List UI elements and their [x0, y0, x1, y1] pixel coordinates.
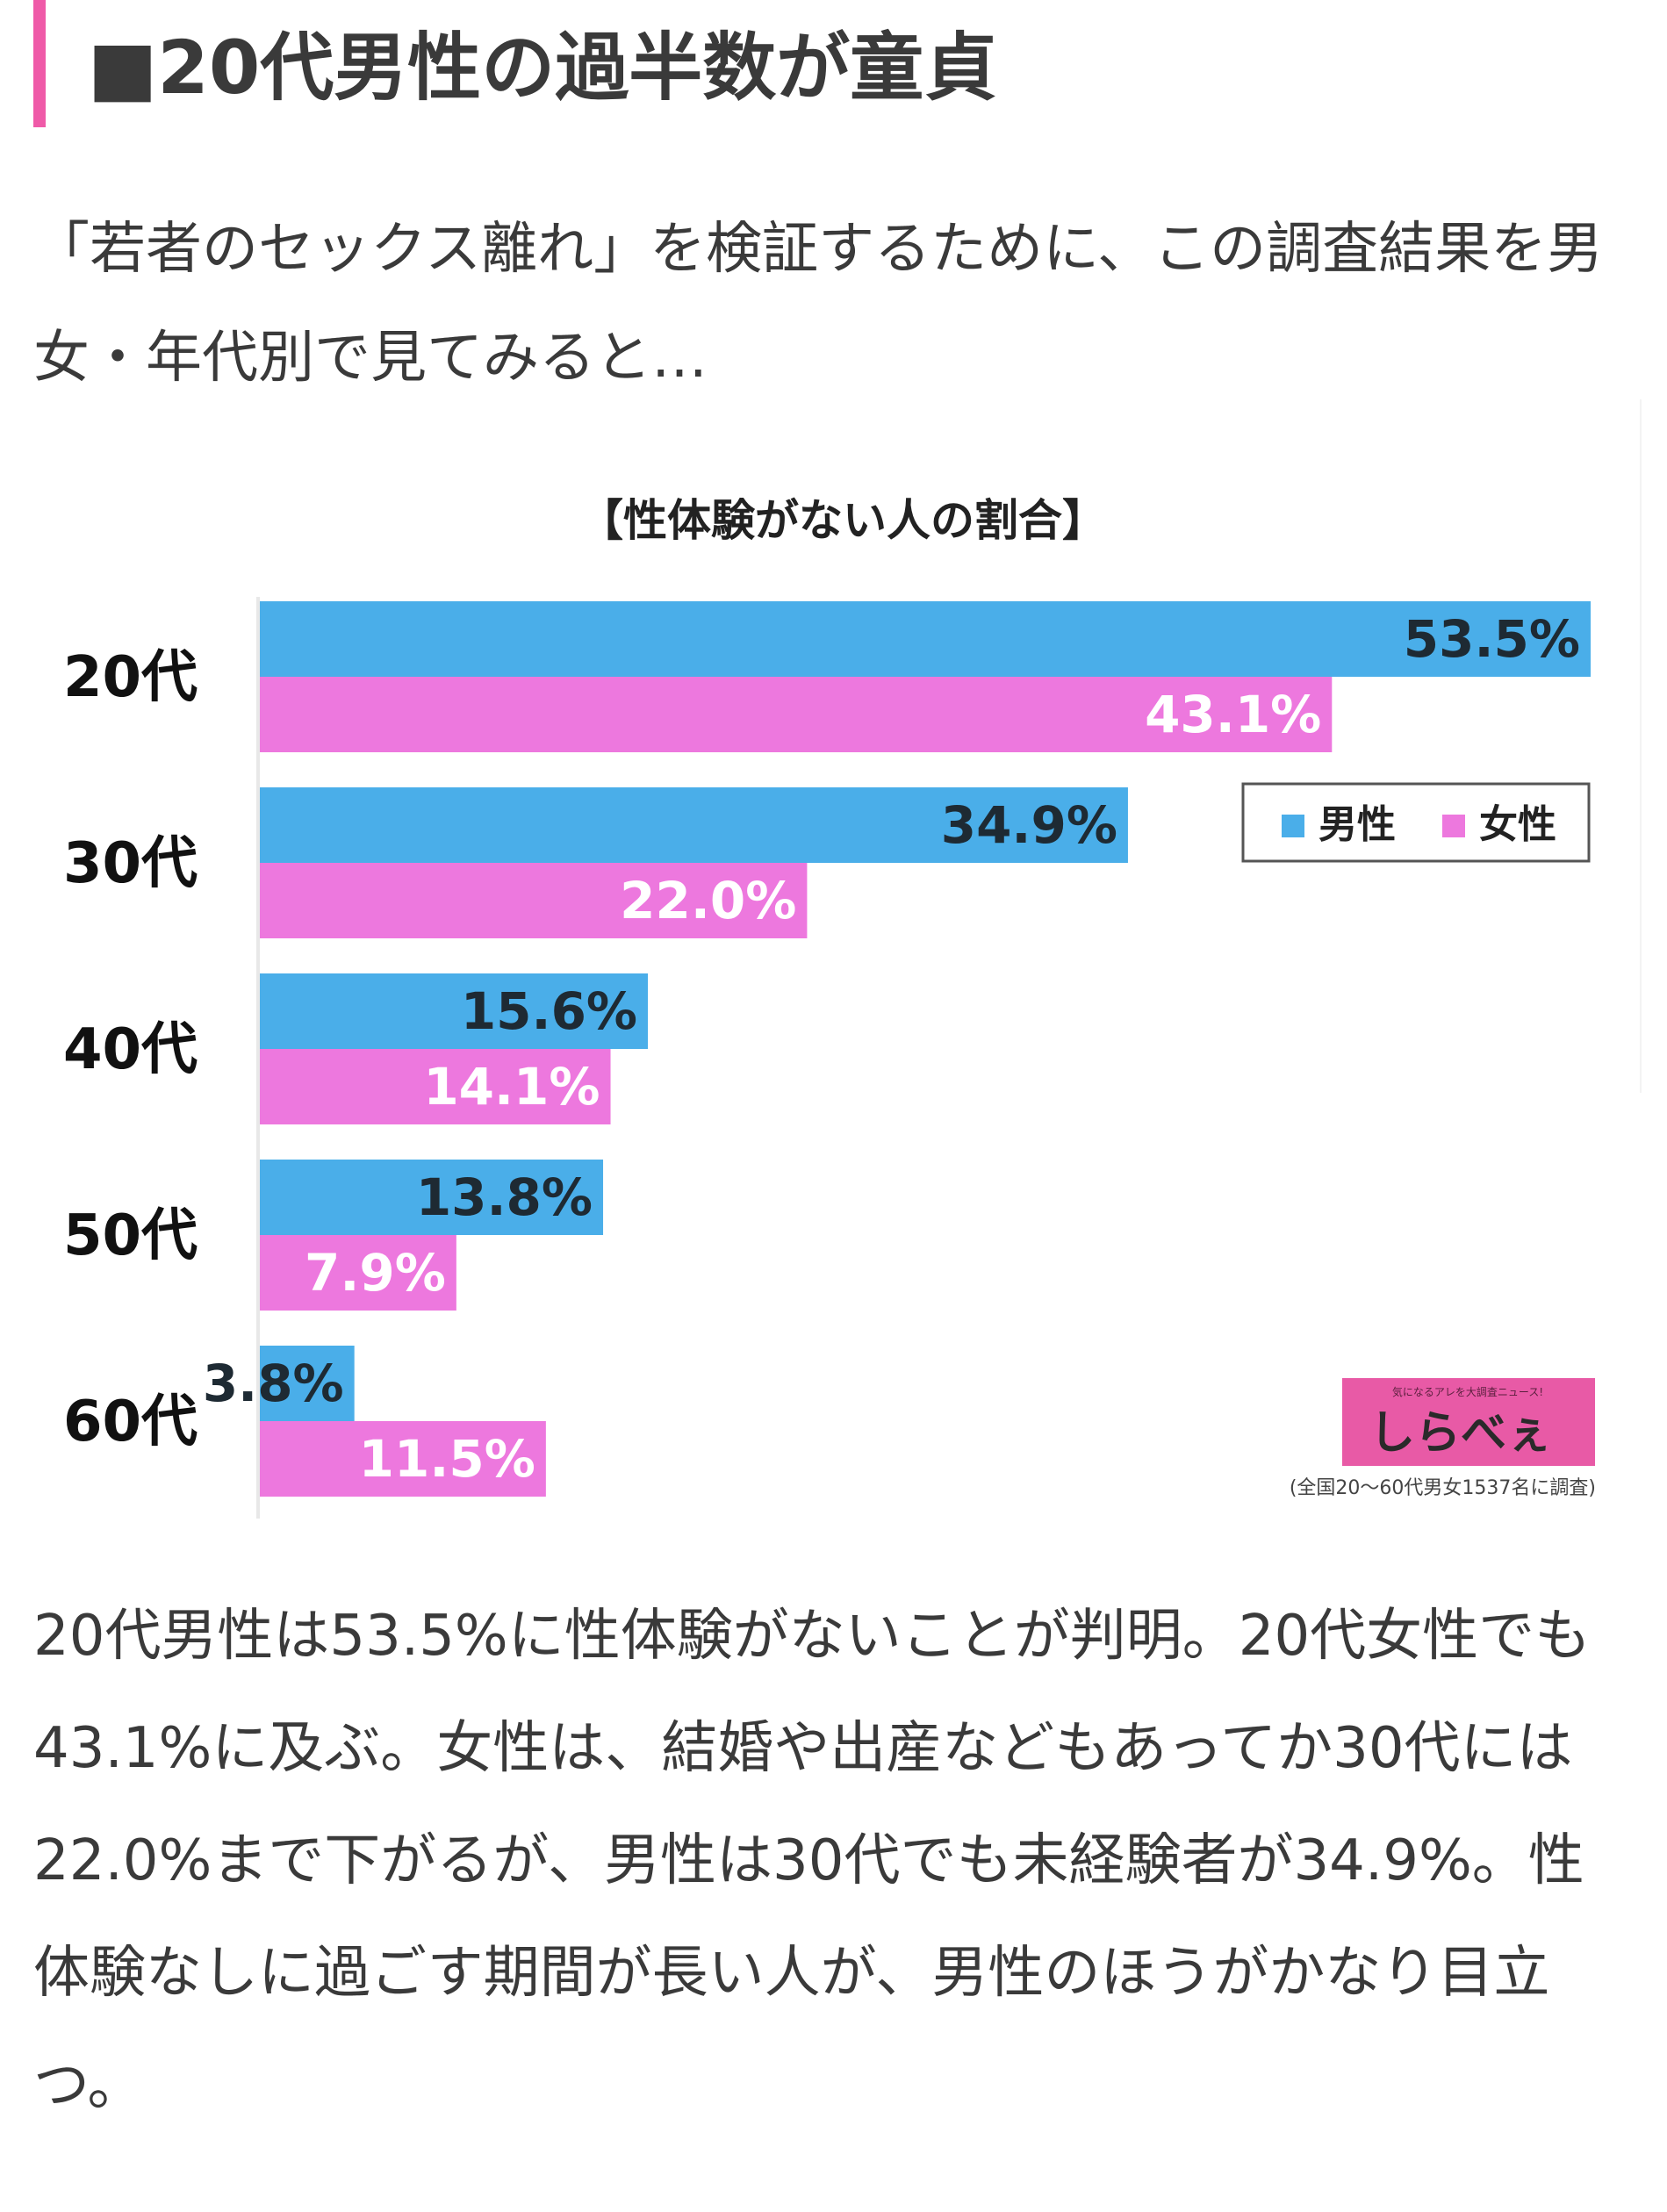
legend-label-male: 男性 [1319, 802, 1396, 847]
data-label: 7.9% [305, 1243, 446, 1303]
category-label: 20代 [63, 645, 198, 710]
bar-female [260, 1421, 546, 1497]
bar-male [260, 1346, 355, 1421]
bar-male [260, 787, 1128, 863]
legend-swatch-male [1282, 815, 1304, 837]
legend: 男性 女性 [1241, 782, 1591, 863]
bar-female [260, 677, 1333, 752]
bar-chart: 【性体験がない人の割合】 20代 53.5% 43.1% 30代 34.9% 22.0% 4… [63, 495, 1596, 1519]
data-label: 43.1% [1145, 685, 1321, 744]
category-label: 60代 [63, 1390, 198, 1454]
category-label: 50代 [63, 1203, 198, 1268]
brand-logo-background [1342, 1378, 1595, 1466]
data-label: 53.5% [1404, 609, 1580, 669]
category-label: 40代 [63, 1017, 198, 1082]
bar-female [260, 1049, 611, 1124]
bar-female [260, 1235, 456, 1311]
intro-paragraph: 「若者のセックス離れ」を検証するために、この調査結果を男女・年代別で見てみると… [33, 217, 1604, 391]
brand-logo-text: しらべぇ [1369, 1407, 1552, 1460]
bar-male [260, 1160, 604, 1235]
data-label: 22.0% [620, 871, 796, 930]
data-label: 34.9% [941, 795, 1117, 855]
legend-label-female: 女性 [1479, 802, 1556, 847]
data-label: 14.1% [423, 1057, 600, 1117]
data-label: 3.8% [203, 1354, 344, 1413]
category-label: 30代 [63, 831, 198, 896]
chart-title: 【性体験がない人の割合】 [579, 495, 1106, 546]
data-label: 11.5% [359, 1429, 535, 1489]
brand-logo: 気になるアレを大調査ニュース! しらべぇ [1342, 1378, 1595, 1466]
body-paragraph: 20代男性は53.5%に性体験がないことが判明。20代女性でも43.1%に及ぶ。… [33, 1604, 1592, 2118]
data-label: 15.6% [461, 981, 637, 1041]
source-note: (全国20〜60代男女1537名に調査) [1290, 1477, 1596, 1499]
divider-line [1640, 399, 1642, 1093]
section-heading: ■20代男性の過半数が童貞 [88, 25, 998, 111]
data-label: 13.8% [416, 1167, 593, 1227]
bar-male [260, 973, 649, 1049]
bars-group: 20代 53.5% 43.1% 30代 34.9% 22.0% 40代 15.6% 14.1% 5… [63, 601, 1591, 1497]
heading-accent-bar [33, 0, 46, 127]
brand-logo-tagline: 気になるアレを大調査ニュース! [1392, 1385, 1543, 1398]
legend-swatch-female [1442, 815, 1465, 837]
bar-male [260, 601, 1591, 677]
bar-female [260, 863, 808, 938]
